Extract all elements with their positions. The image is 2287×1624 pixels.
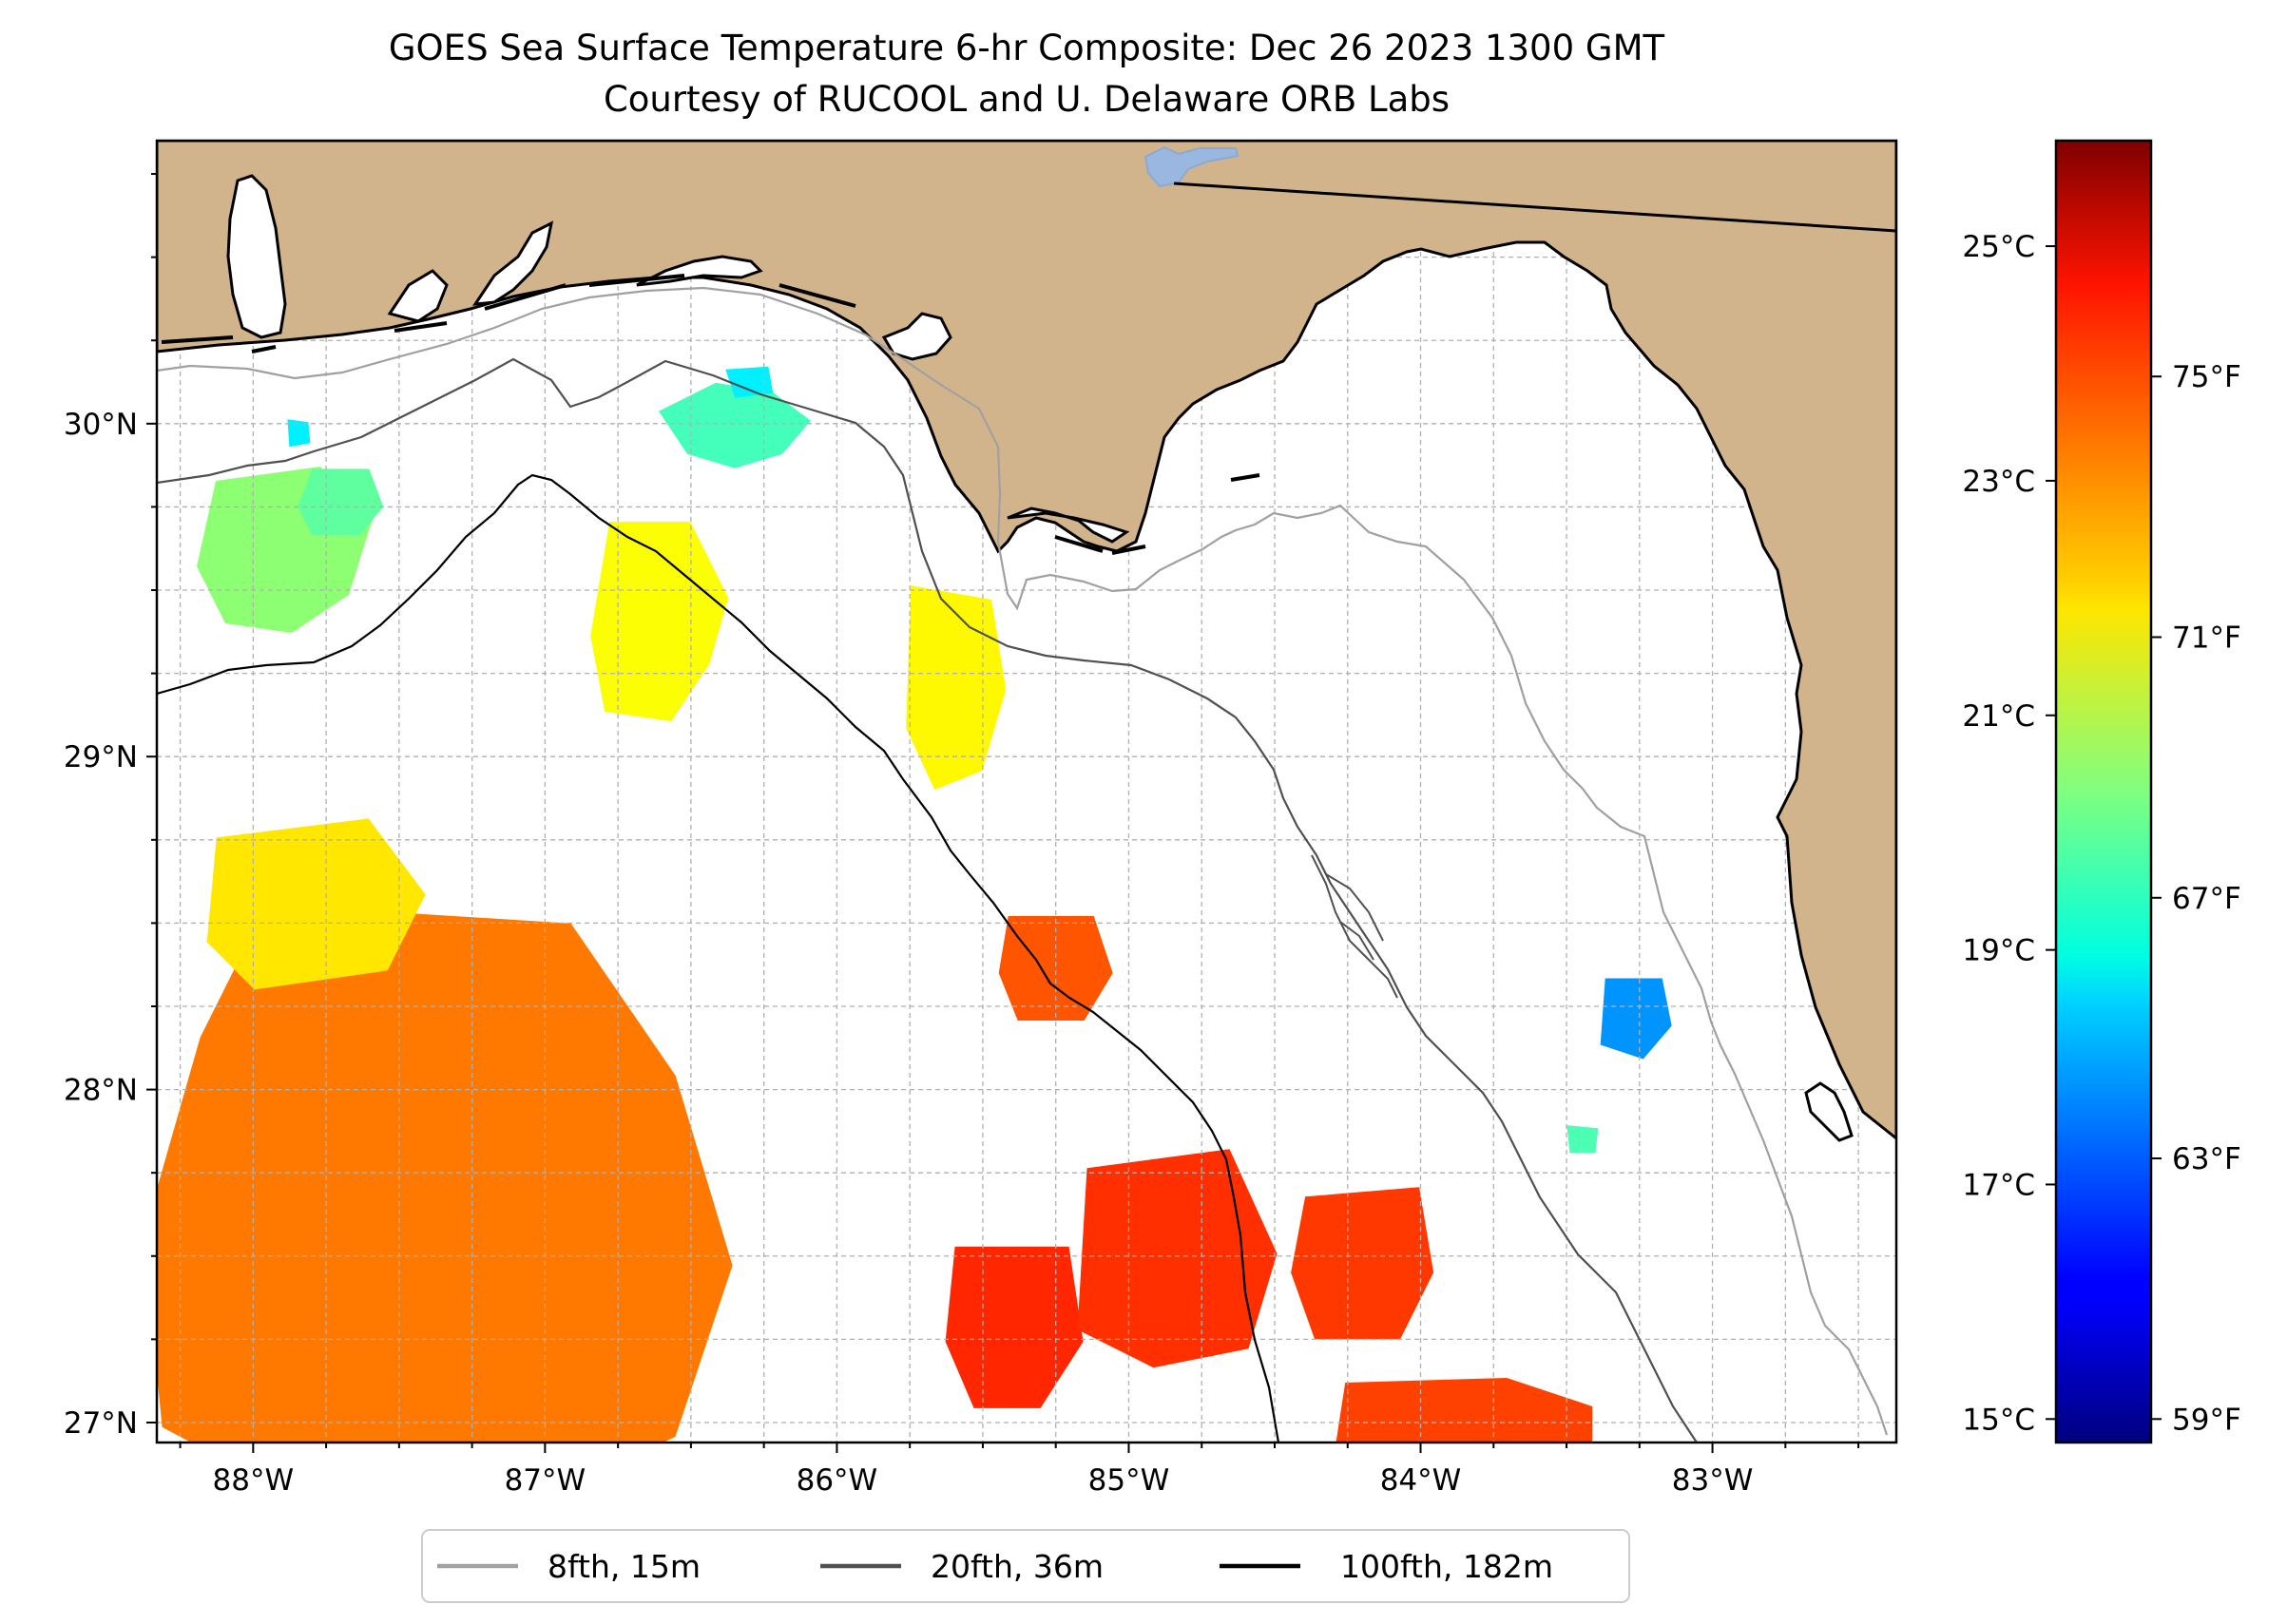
lon-tick-label: 86°W bbox=[797, 1463, 878, 1498]
sst-patch-orange-85w bbox=[998, 916, 1113, 1021]
lon-tick-label: 88°W bbox=[213, 1463, 295, 1498]
celsius-tick-label: 21°C bbox=[1962, 699, 2035, 734]
sst-patch-cyan-nw bbox=[287, 419, 311, 448]
fahrenheit-tick-label: 67°F bbox=[2172, 882, 2241, 916]
sst-patch-nw-inner bbox=[298, 468, 384, 536]
celsius-tick-label: 15°C bbox=[1962, 1403, 2035, 1437]
celsius-tick-label: 19°C bbox=[1962, 934, 2035, 968]
land-mass bbox=[157, 141, 1896, 1140]
fahrenheit-tick-label: 63°F bbox=[2172, 1142, 2241, 1176]
legend-label-100fth: 100fth, 182m bbox=[1340, 1548, 1553, 1585]
colorbar: 25°C 23°C 21°C 19°C 17°C 15°C 75°F 71°F 67°F 63°F… bbox=[1962, 139, 2241, 1444]
sst-patch-orange-bottom bbox=[1336, 1378, 1593, 1442]
lon-tick-label: 85°W bbox=[1088, 1463, 1170, 1498]
fahrenheit-tick-label: 75°F bbox=[2172, 360, 2241, 394]
celsius-tick-label: 17°C bbox=[1962, 1168, 2035, 1202]
fahrenheit-tick-label: 59°F bbox=[2172, 1403, 2241, 1437]
isobath-20fth bbox=[157, 357, 1698, 1442]
sst-patch-sw-yellow bbox=[206, 818, 426, 990]
sst-patch-green-east bbox=[1566, 1125, 1599, 1154]
lat-tick-label: 27°N bbox=[64, 1406, 138, 1441]
map-panel[interactable] bbox=[144, 139, 1898, 1503]
sst-patch-orange-south-3 bbox=[1291, 1187, 1434, 1340]
celsius-tick-label: 23°C bbox=[1962, 465, 2035, 499]
legend: 8fth, 15m 20fth, 36m 100fth, 182m bbox=[421, 1529, 1630, 1603]
title-line-1: GOES Sea Surface Temperature 6-hr Compos… bbox=[389, 28, 1665, 68]
legend-label-20fth: 20fth, 36m bbox=[931, 1548, 1104, 1585]
lat-tick-label: 29°N bbox=[64, 740, 138, 774]
sst-patch-cyan-north bbox=[725, 366, 774, 398]
tampa-bay bbox=[1804, 1081, 1854, 1142]
celsius-tick-label: 25°C bbox=[1962, 230, 2035, 264]
lat-tick-label: 30°N bbox=[64, 408, 138, 442]
sst-patch-orange-south-2 bbox=[1077, 1149, 1278, 1368]
lake-seminole bbox=[1144, 145, 1240, 188]
colorbar-frame bbox=[2054, 139, 2153, 1444]
colorbar-gradient bbox=[2056, 141, 2151, 1442]
lon-tick-label: 83°W bbox=[1672, 1463, 1754, 1498]
big-bend-shoals bbox=[1311, 854, 1398, 999]
state-boundary bbox=[1173, 182, 1896, 233]
sst-patch-pensacola-shelf bbox=[659, 382, 811, 468]
isobath-100fth bbox=[157, 473, 1280, 1442]
title-line-2: Courtesy of RUCOOL and U. Delaware ORB L… bbox=[604, 79, 1450, 120]
map-axes: 88°W 87°W 86°W 85°W 84°W 83°W 30°N 29°N 28°N 27°N bbox=[64, 173, 1860, 1498]
sst-patch-blue-east bbox=[1600, 978, 1672, 1060]
sst-patch-orange-south-1 bbox=[945, 1246, 1084, 1408]
legend-box bbox=[421, 1529, 1630, 1603]
legend-label-8fth: 8fth, 15m bbox=[548, 1548, 701, 1585]
lat-tick-label: 28°N bbox=[64, 1074, 138, 1108]
perdido-bay bbox=[387, 269, 449, 323]
sst-patch-mid-yellow bbox=[590, 522, 729, 721]
st-andrews-bay bbox=[881, 312, 952, 361]
apalachicola-bay bbox=[1007, 506, 1130, 544]
lon-tick-label: 87°W bbox=[505, 1463, 586, 1498]
isobath-8fth bbox=[157, 286, 1889, 1436]
fahrenheit-tick-label: 71°F bbox=[2172, 621, 2241, 655]
barrier-islands bbox=[161, 274, 1260, 555]
colorbar-ticks: 25°C 23°C 21°C 19°C 17°C 15°C 75°F 71°F 67°F 63°F… bbox=[1962, 230, 2240, 1437]
pensacola-bay bbox=[471, 220, 554, 306]
mobile-bay bbox=[226, 174, 287, 339]
map-frame bbox=[155, 139, 1898, 1444]
sst-patch-sw-large bbox=[157, 904, 733, 1442]
sst-patch-yellow-east bbox=[906, 585, 1007, 791]
lon-tick-label: 84°W bbox=[1380, 1463, 1462, 1498]
sst-layer bbox=[157, 366, 1672, 1442]
